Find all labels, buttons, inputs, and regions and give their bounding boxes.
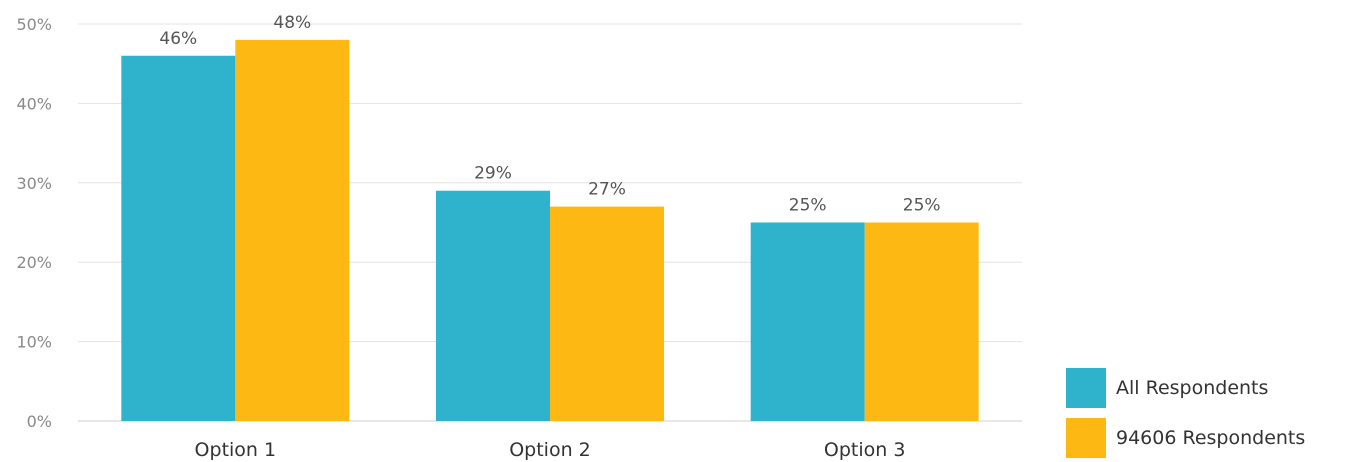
legend-label-all-respondents: All Respondents — [1116, 377, 1269, 399]
bar-all-respondents — [750, 222, 865, 421]
y-tick-label: 10% — [16, 333, 52, 352]
legend-item-all-respondents: All Respondents — [1066, 368, 1305, 408]
data-label: 46% — [159, 29, 197, 49]
bar-94606-respondents — [550, 206, 664, 421]
bar-chart: 0% 10% 20% 30% 40% 50% 46% 48% 29% 27% 25% 25% Opt… — [16, 13, 1022, 461]
y-tick-label: 0% — [27, 412, 52, 431]
bar-all-respondents — [121, 55, 236, 421]
legend: All Respondents 94606 Respondents — [1066, 368, 1305, 462]
bars — [121, 39, 979, 421]
data-label: 25% — [789, 196, 827, 216]
data-label: 29% — [474, 164, 512, 184]
y-tick-label: 40% — [16, 94, 52, 113]
data-labels: 46% 48% 29% 27% 25% 25% — [159, 13, 940, 216]
y-axis-ticks: 0% 10% 20% 30% 40% 50% — [16, 15, 52, 431]
data-label: 25% — [903, 196, 941, 216]
data-label: 27% — [588, 180, 626, 200]
legend-swatch-94606-respondents — [1066, 418, 1106, 458]
data-label: 48% — [273, 13, 311, 33]
y-tick-label: 30% — [16, 174, 52, 193]
legend-label-94606-respondents: 94606 Respondents — [1116, 427, 1306, 449]
y-tick-label: 50% — [16, 15, 52, 34]
bar-all-respondents — [436, 190, 550, 421]
x-tick-label: Option 1 — [195, 439, 277, 461]
x-axis-ticks: Option 1 Option 2 Option 3 — [195, 439, 906, 461]
x-tick-label: Option 3 — [824, 439, 906, 461]
bar-94606-respondents — [864, 222, 979, 421]
legend-item-94606-respondents: 94606 Respondents — [1066, 418, 1305, 458]
bar-94606-respondents — [235, 39, 350, 421]
legend-swatch-all-respondents — [1066, 368, 1106, 408]
y-tick-label: 20% — [16, 253, 52, 272]
x-tick-label: Option 2 — [509, 439, 591, 461]
